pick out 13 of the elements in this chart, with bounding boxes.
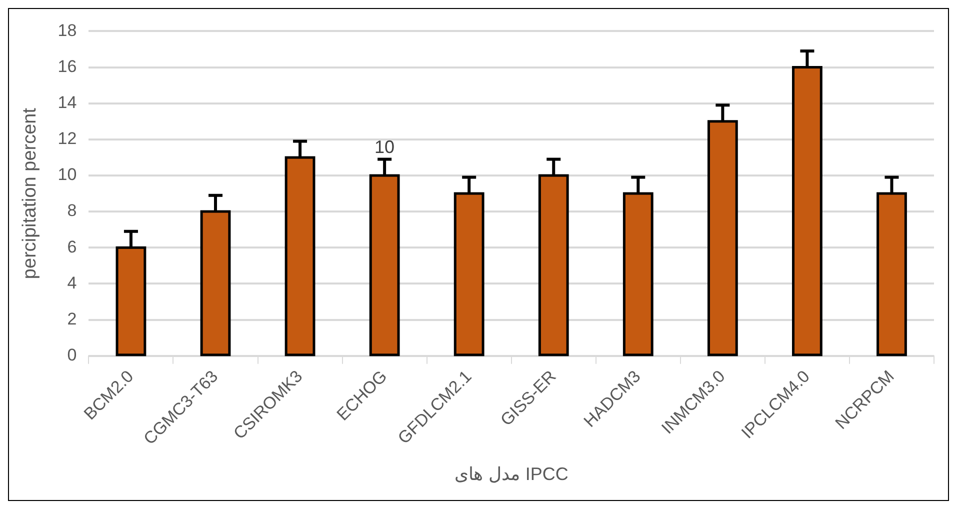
y-axis-title: percipitation percent bbox=[20, 107, 41, 280]
y-tick-label: 8 bbox=[67, 201, 77, 220]
y-tick-label: 2 bbox=[67, 309, 77, 328]
y-tick-label: 10 bbox=[58, 165, 77, 184]
y-tick-label: 16 bbox=[58, 56, 77, 76]
y-tick-label: 0 bbox=[67, 346, 77, 365]
y-tick-label: 18 bbox=[58, 20, 77, 40]
data-label: 10 bbox=[374, 137, 395, 158]
y-tick-label: 4 bbox=[67, 273, 77, 292]
y-tick-label: 12 bbox=[58, 129, 77, 148]
y-tick-label: 6 bbox=[67, 237, 77, 256]
y-tick-label: 14 bbox=[58, 93, 77, 112]
x-axis-title: مدل های IPCC bbox=[454, 464, 568, 484]
